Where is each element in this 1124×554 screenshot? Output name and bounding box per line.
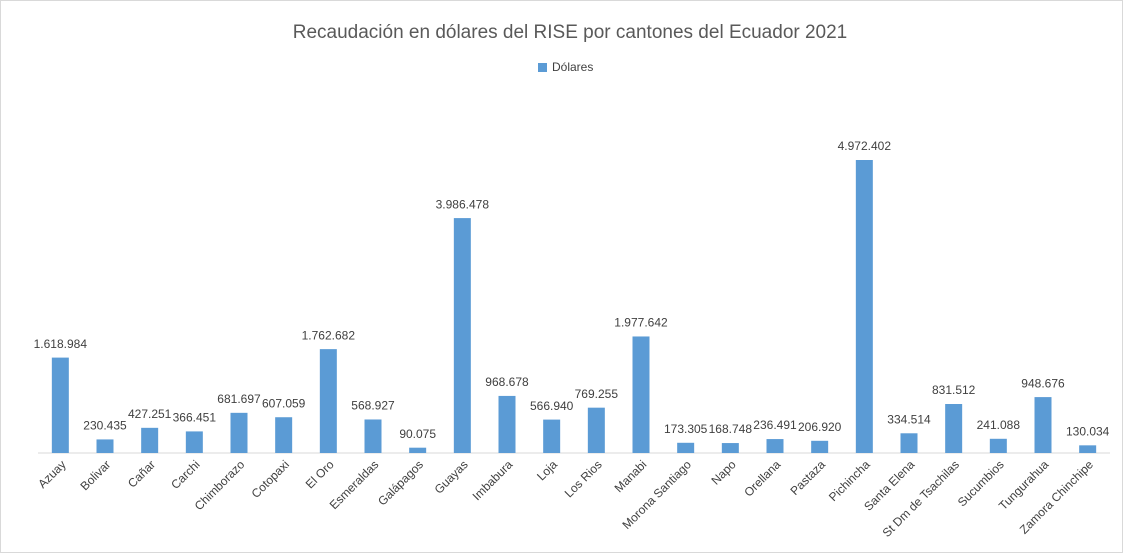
data-label: 3.986.478 bbox=[436, 197, 490, 211]
bar bbox=[409, 447, 427, 453]
legend-swatch bbox=[538, 63, 547, 72]
bar bbox=[766, 439, 784, 453]
bar bbox=[319, 349, 337, 453]
data-label: 681.697 bbox=[217, 392, 261, 406]
data-label: 130.034 bbox=[1066, 425, 1110, 439]
data-label: 206.920 bbox=[798, 420, 842, 434]
data-label: 568.927 bbox=[351, 399, 395, 413]
bar bbox=[900, 433, 918, 453]
data-label: 236.491 bbox=[753, 418, 797, 432]
bar bbox=[632, 336, 650, 453]
bar bbox=[945, 404, 963, 453]
data-label: 948.676 bbox=[1021, 376, 1065, 390]
bar bbox=[96, 439, 114, 453]
data-label: 168.748 bbox=[709, 422, 753, 436]
data-label: 566.940 bbox=[530, 399, 574, 413]
bar bbox=[543, 419, 561, 453]
bar bbox=[587, 407, 605, 453]
bar bbox=[989, 438, 1007, 453]
data-label: 427.251 bbox=[128, 407, 172, 421]
bar bbox=[453, 218, 471, 453]
data-label: 334.514 bbox=[887, 412, 931, 426]
data-label: 1.762.682 bbox=[302, 328, 356, 342]
data-label: 230.435 bbox=[83, 419, 127, 433]
data-label: 241.088 bbox=[977, 418, 1021, 432]
bar bbox=[721, 443, 739, 453]
bar bbox=[1034, 397, 1052, 453]
data-label: 366.451 bbox=[173, 411, 217, 425]
bar bbox=[855, 160, 873, 453]
bar bbox=[185, 431, 203, 453]
bar bbox=[1079, 445, 1097, 453]
data-label: 968.678 bbox=[485, 375, 529, 389]
chart-title: Recaudación en dólares del RISE por cant… bbox=[293, 22, 848, 43]
data-label: 1.618.984 bbox=[34, 337, 88, 351]
data-label: 1.977.642 bbox=[614, 316, 668, 330]
data-label: 173.305 bbox=[664, 422, 708, 436]
data-label: 90.075 bbox=[399, 427, 436, 441]
bar bbox=[141, 427, 159, 453]
bar bbox=[498, 395, 516, 453]
bar bbox=[275, 417, 293, 453]
data-label: 607.059 bbox=[262, 396, 306, 410]
data-label: 769.255 bbox=[575, 387, 619, 401]
data-label: 4.972.402 bbox=[838, 139, 892, 153]
bar bbox=[811, 440, 829, 453]
bar bbox=[51, 357, 69, 453]
bar bbox=[230, 412, 248, 453]
bar bbox=[677, 442, 695, 453]
data-label: 831.512 bbox=[932, 383, 976, 397]
legend-label: Dólares bbox=[552, 60, 593, 74]
bar bbox=[364, 419, 382, 453]
